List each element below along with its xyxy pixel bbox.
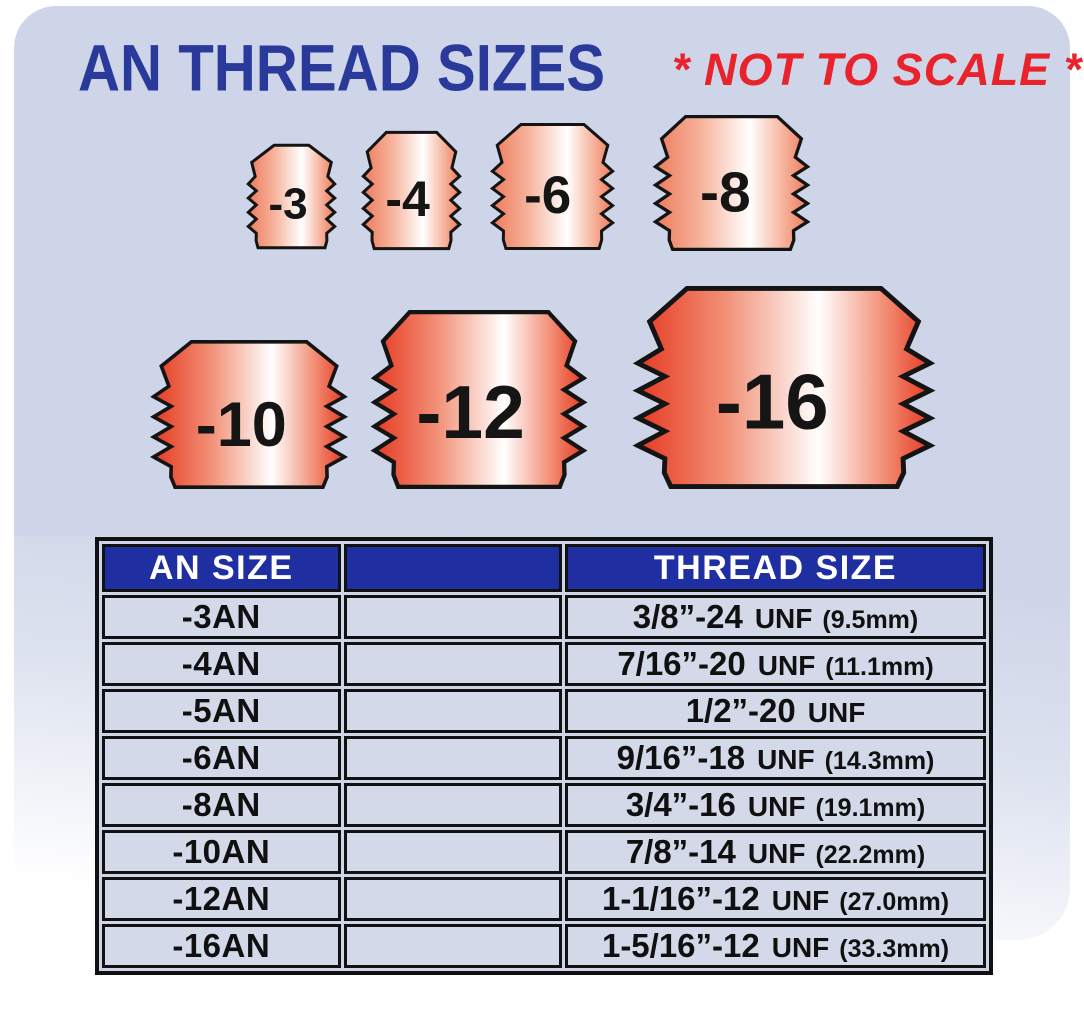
spacer-cell <box>343 830 563 874</box>
thread-size-cell: 7/8”-14 UNF (22.2mm) <box>565 830 986 874</box>
metric-equivalent: (19.1mm) <box>815 794 926 822</box>
table-row: -8AN 3/4”-16 UNF (19.1mm) <box>102 783 986 827</box>
thread-standard: UNF <box>771 932 830 963</box>
an-size-cell: -4AN <box>102 642 341 686</box>
thread-standard: UNF <box>757 650 816 681</box>
metric-equivalent: (11.1mm) <box>825 653 934 681</box>
thread-standard: UNF <box>754 603 813 634</box>
table-row: -6AN 9/16”-18 UNF (14.3mm) <box>102 736 986 780</box>
thread-spec: 1-1/16”-12 <box>601 880 760 917</box>
thread-spec: 7/16”-20 <box>617 645 746 682</box>
thread-spec: 1/2”-20 <box>685 692 796 729</box>
metric-equivalent: (33.3mm) <box>839 935 950 963</box>
an-size-cell: -10AN <box>102 830 341 874</box>
an-size-cell: -5AN <box>102 689 341 733</box>
thread-standard: UNF <box>747 838 806 869</box>
col-header-spacer <box>343 544 563 592</box>
thread-standard: UNF <box>747 791 806 822</box>
table-row: -4AN 7/16”-20 UNF (11.1mm) <box>102 642 986 686</box>
table-row: -10AN 7/8”-14 UNF (22.2mm) <box>102 830 986 874</box>
thread-spec: 7/8”-14 <box>625 833 736 870</box>
thread-size-cell: 1-5/16”-12 UNF (33.3mm) <box>565 924 986 968</box>
spacer-cell <box>343 595 563 639</box>
an-size-cell: -16AN <box>102 924 341 968</box>
spacer-cell <box>343 783 563 827</box>
thread-standard: UNF <box>757 744 815 775</box>
col-header-an-size: AN SIZE <box>102 544 341 592</box>
thread-standard: UNF <box>807 697 866 728</box>
table-row: -16AN 1-5/16”-12 UNF (33.3mm) <box>102 924 986 968</box>
thread-size-cell: 9/16”-18 UNF (14.3mm) <box>565 736 986 780</box>
thread-standard: UNF <box>771 885 830 916</box>
thread-size-cell: 1/2”-20 UNF <box>565 689 986 733</box>
metric-equivalent: (9.5mm) <box>822 606 919 634</box>
spacer-cell <box>343 924 563 968</box>
an-size-cell: -12AN <box>102 877 341 921</box>
spacer-cell <box>343 642 563 686</box>
thread-spec: 9/16”-18 <box>616 739 746 776</box>
spacer-cell <box>343 736 563 780</box>
thread-spec: 3/8”-24 <box>632 598 743 635</box>
table-row: -5AN 1/2”-20 UNF <box>102 689 986 733</box>
thread-size-cell: 3/4”-16 UNF (19.1mm) <box>565 783 986 827</box>
metric-equivalent: (27.0mm) <box>839 888 950 916</box>
spacer-cell <box>343 877 563 921</box>
an-size-table: AN SIZE THREAD SIZE -3AN 3/8”-24 UNF (9.5mm… <box>95 537 993 975</box>
metric-equivalent: (14.3mm) <box>824 747 935 775</box>
table-row: -3AN 3/8”-24 UNF (9.5mm) <box>102 595 986 639</box>
an-size-cell: -3AN <box>102 595 341 639</box>
an-size-cell: -6AN <box>102 736 341 780</box>
thread-size-cell: 1-1/16”-12 UNF (27.0mm) <box>565 877 986 921</box>
table-row: -12AN 1-1/16”-12 UNF (27.0mm) <box>102 877 986 921</box>
header-row: AN SIZE THREAD SIZE <box>102 544 986 592</box>
thread-size-cell: 7/16”-20 UNF (11.1mm) <box>565 642 986 686</box>
metric-equivalent: (22.2mm) <box>815 841 926 869</box>
page-title: AN THREAD SIZES <box>78 31 606 105</box>
an-size-cell: -8AN <box>102 783 341 827</box>
not-to-scale-note: * NOT TO SCALE * <box>672 44 1083 95</box>
thread-spec: 3/4”-16 <box>625 786 736 823</box>
col-header-thread-size: THREAD SIZE <box>565 544 986 592</box>
thread-spec: 1-5/16”-12 <box>601 927 760 964</box>
thread-size-cell: 3/8”-24 UNF (9.5mm) <box>565 595 986 639</box>
spacer-cell <box>343 689 563 733</box>
